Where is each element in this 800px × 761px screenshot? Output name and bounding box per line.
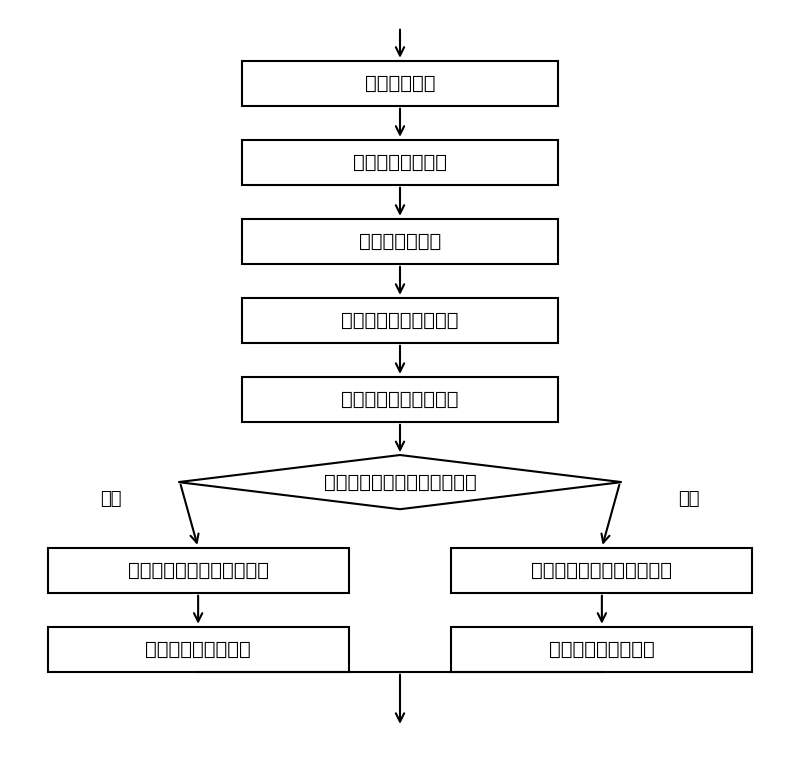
Text: 温控媒介给样品降温: 温控媒介给样品降温 bbox=[549, 640, 654, 659]
Text: 样品发生微小形变: 样品发生微小形变 bbox=[353, 153, 447, 172]
Bar bbox=[242, 140, 558, 185]
Text: 降温: 降温 bbox=[678, 490, 700, 508]
Text: 样品温度变化: 样品温度变化 bbox=[365, 74, 435, 93]
Text: 由电信号判断升温还是降温？: 由电信号判断升温还是降温？ bbox=[324, 473, 476, 492]
Text: 压缩机工作，制冷温控媒介: 压缩机工作，制冷温控媒介 bbox=[531, 561, 672, 580]
Text: 电信号转到温度控制器: 电信号转到温度控制器 bbox=[342, 390, 458, 409]
Text: 样品的光路变化: 样品的光路变化 bbox=[359, 232, 441, 251]
Bar bbox=[451, 548, 752, 593]
Bar bbox=[451, 626, 752, 672]
Bar bbox=[242, 377, 558, 422]
Text: 升温: 升温 bbox=[100, 490, 122, 508]
Bar bbox=[242, 218, 558, 264]
Text: 热电膜发热，加热温控媒介: 热电膜发热，加热温控媒介 bbox=[128, 561, 269, 580]
Polygon shape bbox=[178, 455, 622, 509]
Bar bbox=[242, 61, 558, 106]
Bar bbox=[242, 298, 558, 343]
Bar bbox=[48, 626, 349, 672]
Text: 温控媒介给样品加热: 温控媒介给样品加热 bbox=[146, 640, 251, 659]
Bar bbox=[48, 548, 349, 593]
Text: 光信号传到光电转换器: 光信号传到光电转换器 bbox=[342, 310, 458, 330]
